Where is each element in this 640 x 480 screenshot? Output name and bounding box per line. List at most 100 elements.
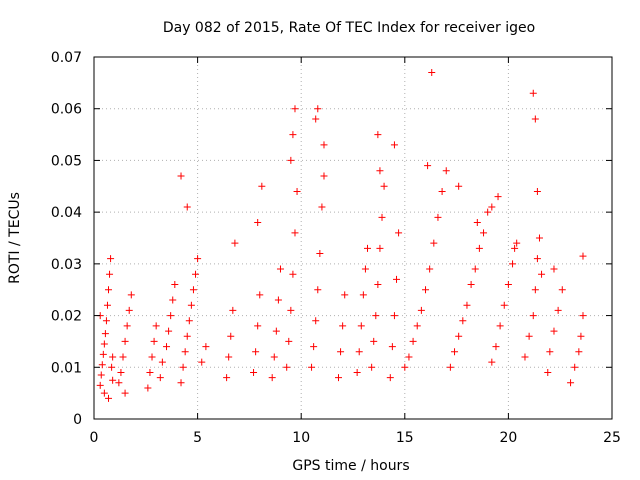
data-point	[357, 322, 365, 330]
data-point	[314, 286, 322, 294]
data-point	[314, 105, 322, 113]
data-point	[390, 312, 398, 320]
data-point	[388, 343, 396, 351]
data-point	[386, 374, 394, 382]
data-point	[473, 218, 481, 226]
data-point	[148, 353, 156, 361]
data-point	[291, 105, 299, 113]
data-point	[424, 162, 432, 170]
data-point	[310, 343, 318, 351]
data-point	[521, 353, 529, 361]
data-point	[480, 229, 488, 237]
data-point	[194, 255, 202, 263]
chart-title: Day 082 of 2015, Rate Of TEC Index for r…	[163, 20, 535, 36]
data-point	[167, 312, 175, 320]
data-point	[434, 213, 442, 221]
data-point	[372, 312, 380, 320]
data-point	[105, 286, 113, 294]
data-point	[318, 203, 326, 211]
data-point	[152, 322, 160, 330]
data-point	[250, 368, 258, 376]
data-point	[374, 281, 382, 289]
data-point	[337, 348, 345, 356]
data-point	[529, 89, 537, 97]
data-point	[359, 291, 367, 299]
data-point	[334, 374, 342, 382]
data-point	[312, 317, 320, 325]
data-point	[231, 239, 239, 247]
data-point	[272, 327, 280, 335]
data-point	[121, 389, 129, 397]
data-point	[496, 322, 504, 330]
data-point	[258, 182, 266, 190]
data-point	[426, 265, 434, 273]
data-point	[276, 265, 284, 273]
data-point	[390, 141, 398, 149]
data-point	[488, 203, 496, 211]
data-point	[254, 218, 262, 226]
data-point	[405, 353, 413, 361]
data-point	[287, 306, 295, 314]
data-point	[125, 306, 133, 314]
data-point	[293, 187, 301, 195]
data-point	[163, 343, 171, 351]
y-tick-label: 0.03	[51, 257, 82, 273]
data-point	[393, 275, 401, 283]
data-point	[156, 374, 164, 382]
data-point	[368, 363, 376, 371]
data-point	[504, 281, 512, 289]
data-point	[320, 172, 328, 180]
x-tick-label: 25	[603, 430, 621, 446]
data-point	[254, 322, 262, 330]
data-point	[97, 371, 105, 379]
data-point	[185, 317, 193, 325]
y-tick-label: 0.04	[51, 205, 82, 221]
data-point	[109, 353, 117, 361]
data-point	[471, 265, 479, 273]
data-point	[535, 234, 543, 242]
data-point	[531, 286, 539, 294]
data-point	[531, 115, 539, 123]
y-tick-label: 0	[73, 412, 82, 428]
data-point	[283, 363, 291, 371]
x-tick-label: 0	[90, 430, 99, 446]
data-point	[100, 340, 108, 348]
data-point	[380, 182, 388, 190]
data-point	[413, 322, 421, 330]
data-point	[353, 368, 361, 376]
data-point	[376, 167, 384, 175]
data-point	[558, 286, 566, 294]
data-point	[165, 327, 173, 335]
data-point	[117, 368, 125, 376]
data-point	[102, 317, 110, 325]
data-point	[320, 141, 328, 149]
data-point	[511, 244, 519, 252]
data-point	[376, 244, 384, 252]
data-point	[312, 115, 320, 123]
data-point	[202, 343, 210, 351]
data-point	[395, 229, 403, 237]
data-point	[150, 337, 158, 345]
data-point	[401, 363, 409, 371]
data-point	[544, 368, 552, 376]
data-point	[181, 348, 189, 356]
data-point	[198, 358, 206, 366]
x-tick-label: 5	[193, 430, 202, 446]
data-point	[438, 187, 446, 195]
data-point	[106, 270, 114, 278]
data-point	[442, 167, 450, 175]
data-point	[533, 255, 541, 263]
data-point	[101, 330, 109, 338]
data-point	[492, 343, 500, 351]
data-point	[361, 265, 369, 273]
data-point	[567, 379, 575, 387]
data-point	[500, 301, 508, 309]
data-point	[475, 244, 483, 252]
data-point	[455, 182, 463, 190]
data-point	[177, 172, 185, 180]
data-point	[183, 332, 191, 340]
data-point	[513, 239, 521, 247]
data-point	[179, 363, 187, 371]
data-point	[96, 381, 104, 389]
